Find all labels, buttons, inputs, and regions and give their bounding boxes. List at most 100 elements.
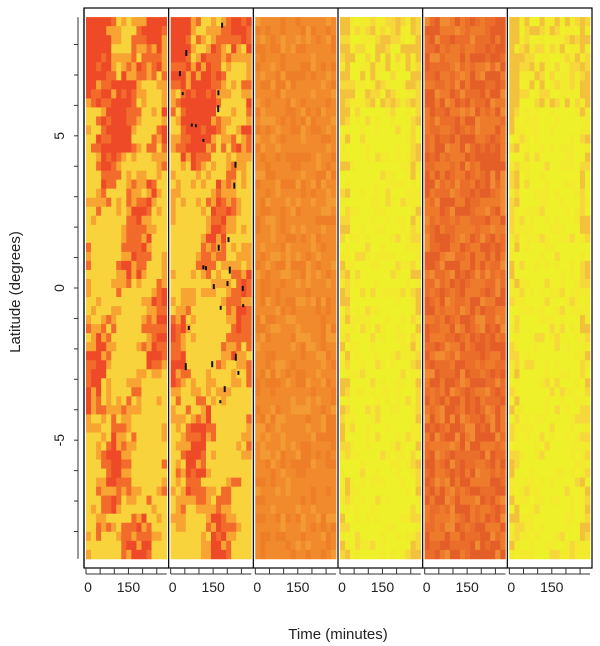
heatmap-cell <box>350 306 356 316</box>
heatmap-cell <box>131 396 137 406</box>
heatmap-cell <box>96 531 102 542</box>
heatmap-cell <box>131 224 137 235</box>
heatmap-cell <box>385 396 391 406</box>
heatmap-cell <box>365 143 371 153</box>
heatmap-cell <box>205 432 212 442</box>
heatmap-cell <box>485 522 491 533</box>
heatmap-cell <box>151 53 157 63</box>
heatmap-cell <box>205 269 212 280</box>
heatmap-cell <box>161 233 168 244</box>
heatmap-cell <box>424 71 431 81</box>
heatmap-cell <box>221 495 227 506</box>
heatmap-cell <box>161 468 168 479</box>
heatmap-cell <box>325 369 332 379</box>
heatmap-cell <box>295 71 302 81</box>
heatmap-cell <box>190 450 197 460</box>
heatmap-cell <box>121 522 127 533</box>
heatmap-cell <box>434 98 441 108</box>
heatmap-cell <box>156 17 163 27</box>
heatmap-cell <box>200 387 207 397</box>
heatmap-cell <box>265 396 271 406</box>
heatmap-cell <box>246 152 252 162</box>
heatmap-cell <box>424 387 431 397</box>
heatmap-cell <box>141 188 147 199</box>
heatmap-cell <box>375 549 381 560</box>
heatmap-cell <box>275 161 281 172</box>
heatmap-cell <box>365 405 371 415</box>
heatmap-cell <box>325 495 332 506</box>
heatmap-cell <box>385 98 391 108</box>
heatmap-cell <box>111 432 117 442</box>
heatmap-cell <box>380 269 386 280</box>
heatmap-cell <box>290 522 297 533</box>
heatmap-cell <box>485 306 491 316</box>
heatmap-cell <box>205 351 212 361</box>
heatmap-cell <box>424 116 431 126</box>
heatmap-cell <box>295 495 302 506</box>
heatmap-cell <box>161 522 168 533</box>
heatmap-cell <box>255 107 261 117</box>
heatmap-cell <box>285 549 292 560</box>
heatmap-cell <box>231 450 237 460</box>
heatmap-cell <box>190 35 197 45</box>
heatmap-cell <box>121 224 127 235</box>
heatmap-cell <box>350 125 356 135</box>
heatmap-cell <box>106 71 112 81</box>
heatmap-cell <box>380 405 386 415</box>
heatmap-cell <box>350 378 356 388</box>
heatmap-cell <box>101 35 107 45</box>
heatmap-cell <box>136 504 142 515</box>
heatmap-cell <box>126 297 132 307</box>
heatmap-cell <box>355 351 361 361</box>
heatmap-cell <box>410 170 417 181</box>
heatmap-cell <box>380 504 386 515</box>
heatmap-cell <box>141 315 147 325</box>
heatmap-cell <box>221 197 227 208</box>
heatmap-cell <box>424 242 431 253</box>
heatmap-cell <box>429 540 436 551</box>
heatmap-cell <box>211 71 217 81</box>
heatmap-cell <box>490 107 496 117</box>
heatmap-cell <box>584 89 591 99</box>
heatmap-cell <box>255 125 261 135</box>
heatmap-cell <box>270 549 276 560</box>
heatmap-cell <box>380 62 386 72</box>
heatmap-cell <box>231 44 237 54</box>
heatmap-cell <box>106 297 112 307</box>
heatmap-cell <box>136 459 142 469</box>
heatmap-cell <box>111 369 117 379</box>
heatmap-cell <box>146 324 152 334</box>
heatmap-cell <box>91 179 97 190</box>
heatmap-cell <box>509 80 515 90</box>
heatmap-cell <box>216 315 222 325</box>
heatmap-cell <box>86 324 92 334</box>
heatmap-cell <box>280 233 286 244</box>
heatmap-cell <box>146 468 152 479</box>
heatmap-cell <box>449 44 456 54</box>
heatmap-cell <box>449 549 456 560</box>
heatmap-cell <box>365 269 371 280</box>
heatmap-cell <box>190 143 197 153</box>
heatmap-cell <box>141 369 147 379</box>
heatmap-cell <box>161 405 168 415</box>
heatmap-cell <box>405 324 411 334</box>
heatmap-cell <box>295 405 302 415</box>
heatmap-cell <box>340 351 346 361</box>
heatmap-cell <box>400 369 406 379</box>
heatmap-cell <box>444 414 451 424</box>
heatmap-cell <box>290 242 297 253</box>
heatmap-cell <box>126 423 132 433</box>
heatmap-cell <box>195 224 202 235</box>
heatmap-cell <box>495 197 501 208</box>
heatmap-cell <box>475 134 481 144</box>
heatmap-cell <box>380 206 386 217</box>
heatmap-cell <box>180 306 187 316</box>
heatmap-cell <box>141 170 147 181</box>
heatmap-cell <box>161 224 168 235</box>
heatmap-cell <box>495 26 501 36</box>
heatmap-cell <box>255 504 261 515</box>
heatmap-cell <box>265 468 271 479</box>
heatmap-cell <box>116 125 122 135</box>
heatmap-cell <box>385 504 391 515</box>
heatmap-cell <box>170 98 177 108</box>
